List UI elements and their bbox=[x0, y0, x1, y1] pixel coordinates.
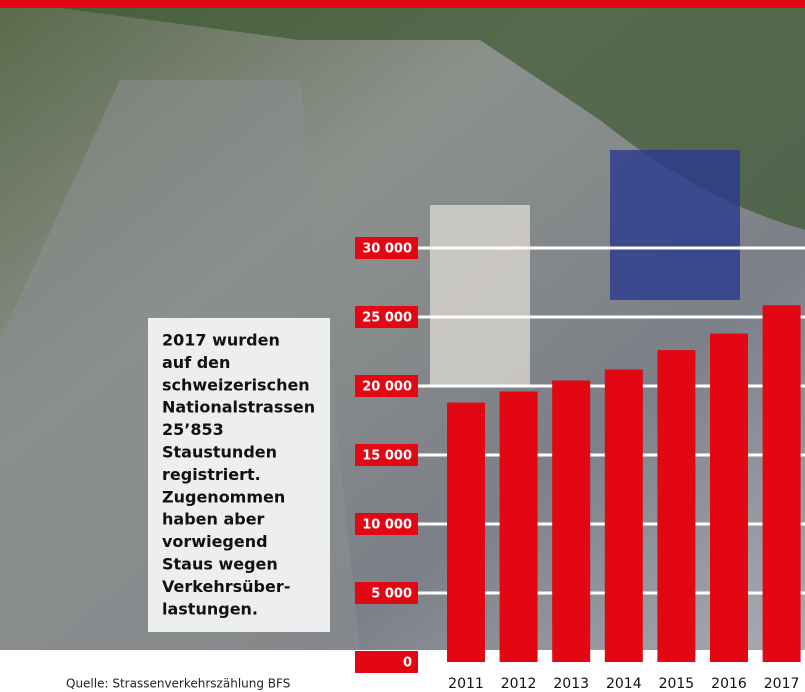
x-tick-label: 2014 bbox=[606, 676, 642, 692]
y-tick-label: 15 000 bbox=[362, 449, 412, 464]
bar bbox=[762, 305, 801, 662]
source: Quelle: Strassenverkehrszählung BFS bbox=[66, 677, 290, 691]
y-tick-label: 30 000 bbox=[362, 242, 412, 257]
x-tick-label: 2012 bbox=[501, 676, 537, 692]
bar bbox=[552, 380, 591, 662]
y-tick-box bbox=[355, 306, 418, 328]
annotation-line: Zugenommen bbox=[162, 487, 285, 506]
y-tick-box bbox=[355, 513, 418, 535]
photo-trees bbox=[0, 0, 805, 230]
bar bbox=[447, 402, 485, 662]
y-tick-label: 25 000 bbox=[362, 311, 412, 326]
bar bbox=[604, 369, 643, 662]
x-tick-label: 2013 bbox=[553, 676, 589, 692]
bar bbox=[710, 333, 748, 662]
annotation-box bbox=[148, 318, 330, 632]
annotation-line: registriert. bbox=[162, 465, 261, 484]
annotation-line: Verkehrsüber- bbox=[162, 577, 290, 596]
y-tick-label: 10 000 bbox=[362, 518, 412, 533]
bar bbox=[657, 350, 696, 662]
top-bar bbox=[0, 0, 805, 8]
photo-truck bbox=[430, 205, 530, 385]
annotation-line: 25’853 bbox=[162, 420, 224, 439]
y-tick-label: 20 000 bbox=[362, 380, 412, 395]
y-tick-box bbox=[355, 582, 418, 604]
annotation-line: lastungen. bbox=[162, 599, 258, 618]
y-tick-label: 0 bbox=[403, 656, 412, 671]
y-tick-box bbox=[355, 444, 418, 466]
annotation-line: vorwiegend bbox=[162, 532, 268, 551]
annotation-line: 2017 wurden bbox=[162, 331, 280, 350]
annotation-line: Staustunden bbox=[162, 443, 277, 462]
annotation-line: Staus wegen bbox=[162, 555, 278, 574]
annotation-line: Nationalstrassen bbox=[162, 398, 315, 417]
x-tick-label: 2015 bbox=[659, 676, 695, 692]
y-tick-label: 5 000 bbox=[371, 587, 412, 602]
x-tick-label: 2017 bbox=[764, 676, 800, 692]
annotation-line: schweizerischen bbox=[162, 375, 310, 394]
annotation-line: auf den bbox=[162, 353, 230, 372]
y-tick-box bbox=[355, 651, 418, 673]
annotation-line: haben aber bbox=[162, 510, 265, 529]
y-tick-box bbox=[355, 375, 418, 397]
x-tick-label: 2016 bbox=[711, 676, 747, 692]
y-tick-box bbox=[355, 237, 418, 259]
photo-truck bbox=[610, 150, 740, 300]
x-tick-label: 2011 bbox=[448, 676, 484, 692]
bar bbox=[499, 391, 538, 662]
